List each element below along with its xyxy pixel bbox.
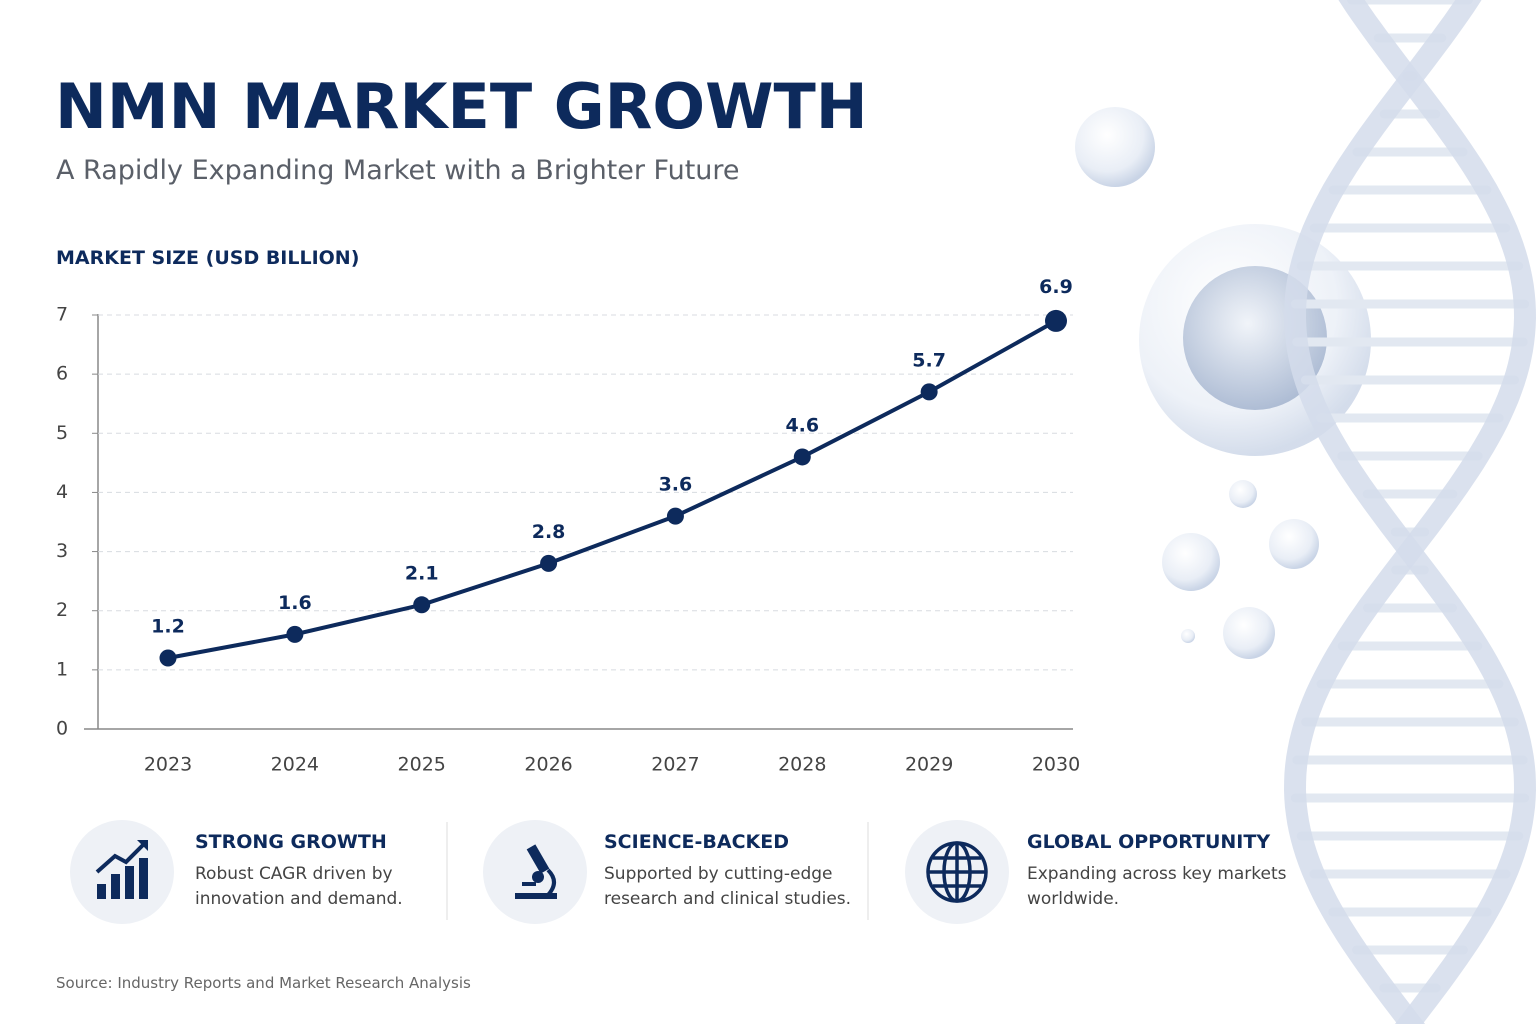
bubble: [1223, 607, 1275, 659]
y-tick-label: 3: [56, 540, 68, 562]
x-tick-label: 2028: [778, 754, 826, 776]
data-label: 6.9: [1039, 276, 1073, 298]
x-tick-label: 2023: [144, 754, 192, 776]
point: [793, 448, 811, 466]
bubble: [1269, 519, 1319, 569]
helix-strand: [1283, 0, 1536, 1024]
data-label: 4.6: [785, 414, 819, 436]
point: [413, 596, 431, 614]
point: [286, 625, 304, 643]
microscope-icon: [515, 844, 557, 899]
feature-desc: Robust CAGR driven by: [195, 864, 393, 884]
data-label: 5.7: [912, 349, 946, 371]
bubble: [1181, 629, 1195, 643]
point: [666, 507, 684, 525]
feature-desc: research and clinical studies.: [604, 889, 851, 909]
point: [540, 554, 558, 572]
point: [920, 383, 938, 401]
feature-title: GLOBAL OPPORTUNITY: [1027, 831, 1270, 853]
data-label: 2.1: [405, 562, 439, 584]
feature-title: SCIENCE-BACKED: [604, 831, 789, 853]
x-tick-label: 2027: [651, 754, 699, 776]
x-tick-label: 2024: [271, 754, 319, 776]
x-tick-label: 2030: [1032, 754, 1080, 776]
source: Source: Industry Reports and Market Rese…: [56, 974, 471, 992]
subtitle: A Rapidly Expanding Market with a Bright…: [56, 155, 740, 186]
y-tick-label: 4: [56, 481, 68, 503]
feature-title: STRONG GROWTH: [195, 831, 387, 853]
x-tick-label: 2025: [398, 754, 446, 776]
bubble: [1075, 107, 1155, 187]
data-label: 1.6: [278, 592, 312, 614]
feature-icons: [70, 820, 1009, 924]
decoration: [1075, 0, 1536, 1024]
helix-strand: [1283, 0, 1536, 1024]
x-tick-label: 2029: [905, 754, 953, 776]
growth-icon: [95, 840, 148, 899]
y-axis-label: MARKET SIZE (USD BILLION): [56, 247, 359, 269]
bubble: [1229, 480, 1257, 508]
icon-bg: [70, 820, 174, 924]
line: [167, 319, 1057, 660]
feature-desc: Expanding across key markets: [1027, 864, 1287, 884]
y-tick-label: 7: [56, 304, 68, 326]
y-tick-label: 5: [56, 422, 68, 444]
feature-desc: Supported by cutting-edge: [604, 864, 833, 884]
data-label: 1.2: [151, 616, 185, 638]
feature-desc: innovation and demand.: [195, 889, 403, 909]
data-label: 3.6: [659, 474, 693, 496]
point: [159, 649, 177, 667]
globe-icon: [926, 841, 988, 903]
y-tick-label: 1: [56, 658, 68, 680]
y-tick-label: 0: [56, 718, 68, 740]
title: NMN MARKET GROWTH: [55, 70, 868, 143]
x-tick-label: 2026: [524, 754, 572, 776]
point: [1045, 309, 1067, 332]
y-tick-label: 2: [56, 599, 68, 621]
data-label: 2.8: [532, 521, 566, 543]
feature-desc: worldwide.: [1027, 889, 1119, 909]
y-tick-label: 6: [56, 363, 68, 385]
bubble: [1162, 533, 1220, 591]
